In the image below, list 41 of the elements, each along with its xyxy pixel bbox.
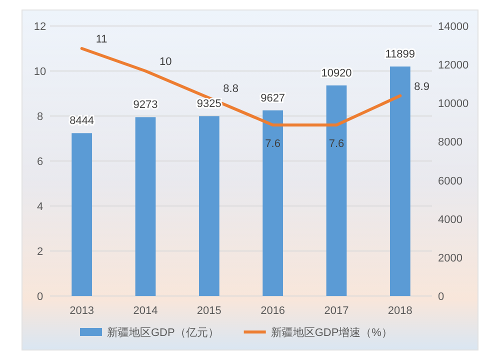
y-tick-label: 12 [34,21,46,33]
y2-tick-label: 0 [438,291,444,303]
data-label: 10 [160,56,172,68]
y2-tick-label: 8000 [438,136,462,149]
bar [326,85,347,296]
bar [262,110,284,296]
x-tick-label: 2013 [70,305,94,317]
data-label: 7.6 [265,138,280,150]
x-tick-label: 2017 [324,305,349,317]
data-label: 7.6 [328,138,344,150]
data-label: 8.9 [414,80,430,93]
x-tick-label: 2015 [196,305,222,317]
data-label: 9325 [196,98,222,110]
y-tick-label: 2 [36,246,44,258]
y-tick-label: 4 [36,201,44,213]
data-label: 11 [96,34,108,46]
y2-tick-label: 12000 [438,60,469,72]
legend-label: 新疆地区GDP（亿元） [107,326,219,339]
y-tick-label: 0 [36,291,44,303]
bar [198,116,220,296]
bar [135,117,156,296]
data-label: 8.8 [223,83,238,95]
y2-tick-label: 10000 [438,98,469,110]
legend-label: 新疆地区GDP增速（%） [270,326,392,339]
bar [390,66,410,296]
data-label: 9627 [260,92,286,104]
y2-tick-label: 14000 [438,21,469,33]
bar [72,133,92,296]
data-label: 9273 [133,99,158,112]
data-label: 11899 [385,48,416,61]
x-tick-label: 2016 [260,305,286,317]
y-tick-label: 10 [34,66,46,78]
data-label: 10920 [321,67,352,80]
y2-tick-label: 6000 [438,175,462,188]
data-label: 8444 [70,115,94,128]
y2-tick-label: 4000 [438,214,462,226]
x-tick-label: 2014 [133,305,158,317]
y-tick-label: 6 [36,156,44,168]
y-tick-label: 8 [36,111,44,123]
x-tick-label: 2018 [388,305,412,317]
y2-tick-label: 2000 [438,252,462,264]
